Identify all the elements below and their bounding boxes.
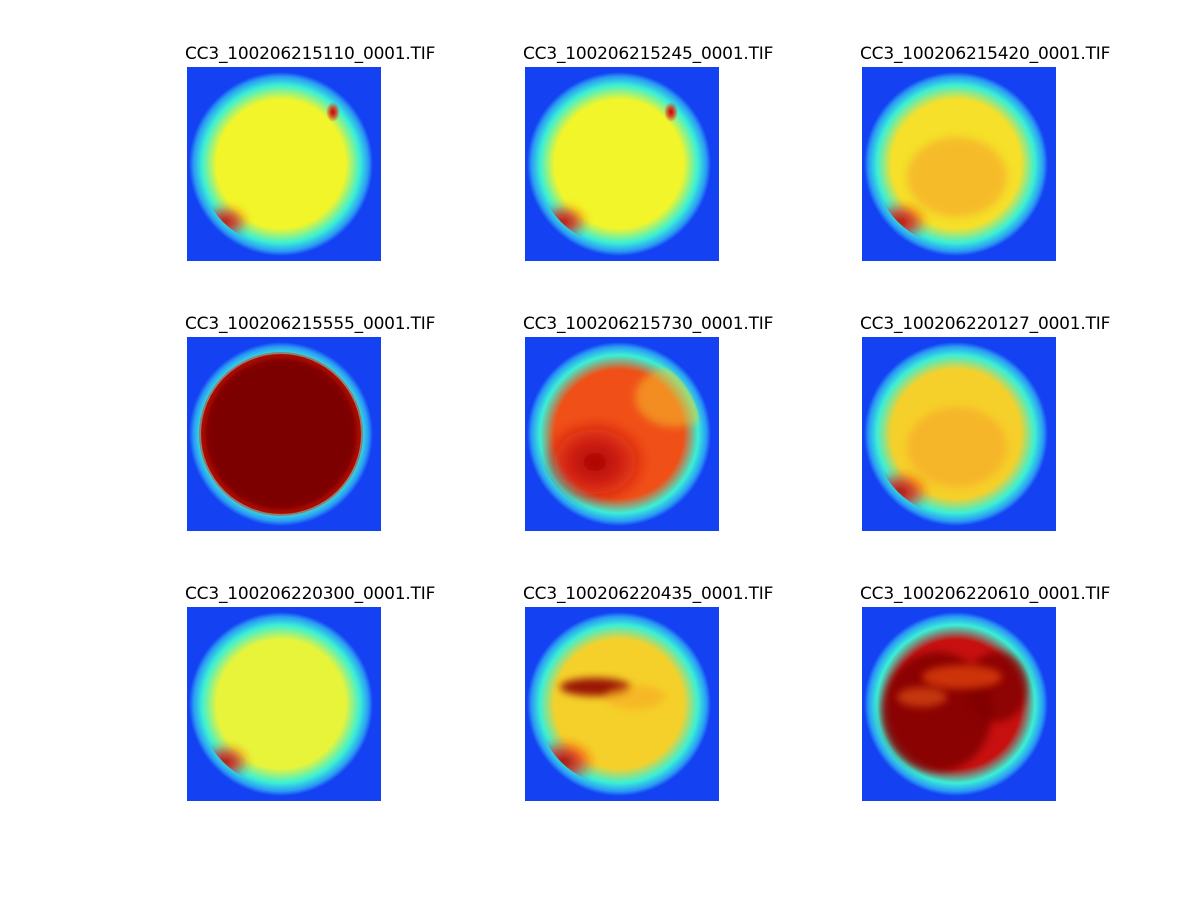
panel-title: CC3_100206220435_0001.TIF <box>523 584 774 604</box>
panel-title: CC3_100206220610_0001.TIF <box>860 584 1111 604</box>
image-panel: CC3_100206215420_0001.TIF <box>860 43 1142 273</box>
image-panel: CC3_100206215730_0001.TIF <box>523 313 805 543</box>
sky-disc <box>189 612 373 796</box>
panel-title: CC3_100206220127_0001.TIF <box>860 314 1111 334</box>
panel-title: CC3_100206215245_0001.TIF <box>523 44 774 64</box>
panel-title: CC3_100206215110_0001.TIF <box>185 44 436 64</box>
image-panel: CC3_100206215245_0001.TIF <box>523 43 805 273</box>
heatmap-image <box>525 67 719 261</box>
image-panel: CC3_100206220300_0001.TIF <box>185 583 467 813</box>
heatmap-image <box>525 607 719 801</box>
image-panel: CC3_100206220435_0001.TIF <box>523 583 805 813</box>
heatmap-image <box>862 67 1056 261</box>
panel-title: CC3_100206220300_0001.TIF <box>185 584 436 604</box>
sky-disc <box>189 72 373 256</box>
panel-title: CC3_100206215730_0001.TIF <box>523 314 774 334</box>
heatmap-image <box>525 337 719 531</box>
heatmap-image <box>862 337 1056 531</box>
image-panel: CC3_100206215555_0001.TIF <box>185 313 467 543</box>
image-panel: CC3_100206220610_0001.TIF <box>860 583 1142 813</box>
panel-title: CC3_100206215555_0001.TIF <box>185 314 436 334</box>
image-panel: CC3_100206220127_0001.TIF <box>860 313 1142 543</box>
heatmap-image <box>862 607 1056 801</box>
heatmap-image <box>187 607 381 801</box>
sky-disc <box>527 72 711 256</box>
image-panel: CC3_100206215110_0001.TIF <box>185 43 467 273</box>
panel-title: CC3_100206215420_0001.TIF <box>860 44 1111 64</box>
heatmap-image <box>187 337 381 531</box>
heatmap-image <box>187 67 381 261</box>
